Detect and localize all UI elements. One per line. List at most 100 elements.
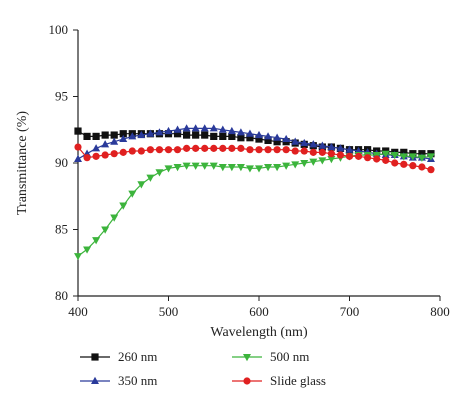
data-point-260-nm-420: [92, 132, 100, 140]
data-point-slide-glass-620: [273, 146, 281, 154]
data-point-500-nm-600: [255, 165, 263, 173]
data-point-350-nm-430: [101, 140, 110, 148]
data-point-260-nm-430: [101, 131, 109, 139]
x-tick-label-400: 400: [68, 304, 88, 319]
data-point-500-nm-630: [282, 162, 291, 170]
data-point-slide-glass-410: [83, 154, 91, 162]
data-point-slide-glass-710: [354, 152, 363, 160]
data-point-slide-glass-400: [74, 143, 82, 151]
data-point-500-nm-410: [83, 246, 92, 254]
data-point-500-nm-440: [110, 214, 119, 222]
data-point-500-nm-620: [273, 163, 282, 172]
data-point-slide-glass-660: [309, 148, 317, 156]
data-point-260-nm-570: [228, 132, 236, 140]
legend-item-260-nm: 260 nm: [80, 349, 157, 364]
data-point-500-nm-670: [318, 157, 327, 165]
data-point-350-nm-480: [146, 129, 155, 137]
data-point-260-nm-590: [246, 134, 254, 142]
legend-label-260-nm: 260 nm: [118, 349, 157, 364]
data-point-500-nm-420: [92, 237, 101, 245]
x-tick-label-500: 500: [159, 304, 179, 319]
data-point-slide-glass-530: [192, 144, 200, 152]
data-point-350-nm-630: [282, 134, 291, 143]
data-point-slide-glass-730: [373, 155, 381, 163]
data-point-slide-glass-510: [173, 146, 182, 154]
data-point-slide-glass-750: [391, 159, 399, 167]
legend-marker-260-nm: [91, 353, 99, 361]
data-point-slide-glass-670: [318, 148, 326, 156]
data-point-350-nm-580: [236, 128, 245, 136]
data-point-350-nm-440: [110, 137, 119, 145]
data-point-500-nm-430: [101, 226, 110, 234]
legend-item-350-nm: 350 nm: [80, 373, 157, 388]
series-350-nm: [74, 124, 435, 163]
data-point-500-nm-650: [300, 160, 309, 168]
data-point-260-nm-600: [255, 135, 263, 143]
data-point-slide-glass-640: [291, 147, 299, 155]
data-point-350-nm-420: [92, 144, 101, 152]
data-point-500-nm-580: [236, 163, 245, 172]
data-point-350-nm-690: [336, 144, 345, 152]
data-point-350-nm-400: [74, 154, 82, 163]
data-point-slide-glass-740: [382, 156, 390, 164]
data-point-350-nm-540: [200, 124, 209, 132]
data-point-350-nm-470: [137, 130, 146, 139]
data-point-slide-glass-490: [155, 146, 164, 154]
data-point-500-nm-740: [381, 150, 390, 158]
y-tick-label-85: 85: [55, 222, 68, 237]
data-point-260-nm-540: [201, 131, 209, 139]
data-point-slide-glass-760: [400, 160, 408, 168]
data-point-slide-glass-440: [110, 150, 118, 158]
data-point-500-nm-500: [164, 165, 173, 173]
data-point-500-nm-780: [417, 154, 426, 162]
data-point-260-nm-620: [273, 138, 281, 146]
series-line-260-nm: [77, 130, 431, 155]
data-point-slide-glass-770: [409, 162, 417, 170]
legend: 260 nm 500 nm 350 nm Slide glass: [80, 349, 326, 388]
data-point-350-nm-560: [218, 125, 227, 133]
data-point-500-nm-400: [74, 253, 82, 261]
data-point-350-nm-650: [300, 138, 309, 147]
data-point-slide-glass-700: [345, 152, 354, 160]
y-tick-label-100: 100: [49, 22, 69, 37]
data-point-500-nm-460: [128, 190, 137, 198]
legend-marker-500-nm: [243, 354, 251, 362]
data-point-260-nm-440: [110, 131, 118, 139]
data-point-slide-glass-450: [119, 148, 127, 156]
y-tick-label-80: 80: [55, 288, 68, 303]
y-axis-label: Transmittance (%): [15, 111, 30, 215]
data-point-500-nm-560: [218, 163, 227, 172]
series-slide-glass: [74, 143, 435, 174]
data-point-260-nm-610: [264, 136, 272, 144]
data-point-slide-glass-720: [364, 154, 372, 162]
data-point-350-nm-490: [155, 128, 164, 136]
data-point-slide-glass-520: [183, 144, 191, 152]
legend-marker-350-nm: [91, 376, 99, 384]
data-point-350-nm-550: [209, 124, 218, 132]
data-point-350-nm-460: [128, 132, 137, 140]
data-point-slide-glass-790: [427, 166, 435, 174]
x-tick-label-700: 700: [340, 304, 360, 319]
data-point-slide-glass-680: [327, 150, 335, 158]
data-point-slide-glass-540: [201, 144, 209, 152]
data-point-350-nm-500: [164, 126, 173, 135]
data-point-500-nm-490: [155, 169, 164, 177]
data-point-350-nm-590: [245, 129, 254, 137]
data-point-slide-glass-470: [137, 147, 145, 155]
x-tick-label-800: 800: [430, 304, 450, 319]
data-point-slide-glass-500: [164, 146, 173, 154]
data-point-500-nm-750: [390, 152, 399, 160]
ticks: 400 500 600 700 800 80 85 90 95 100: [49, 22, 450, 319]
data-point-260-nm-410: [83, 132, 91, 140]
data-point-slide-glass-420: [92, 152, 100, 160]
data-point-500-nm-680: [327, 156, 336, 164]
data-point-slide-glass-600: [255, 146, 263, 154]
legend-label-350-nm: 350 nm: [118, 373, 157, 388]
data-point-260-nm-450: [119, 130, 127, 138]
data-point-500-nm-570: [227, 163, 236, 172]
data-point-slide-glass-690: [336, 151, 345, 159]
data-point-350-nm-700: [345, 145, 354, 153]
data-point-slide-glass-480: [146, 146, 154, 154]
data-point-slide-glass-460: [128, 147, 136, 155]
data-point-500-nm-660: [309, 158, 318, 166]
